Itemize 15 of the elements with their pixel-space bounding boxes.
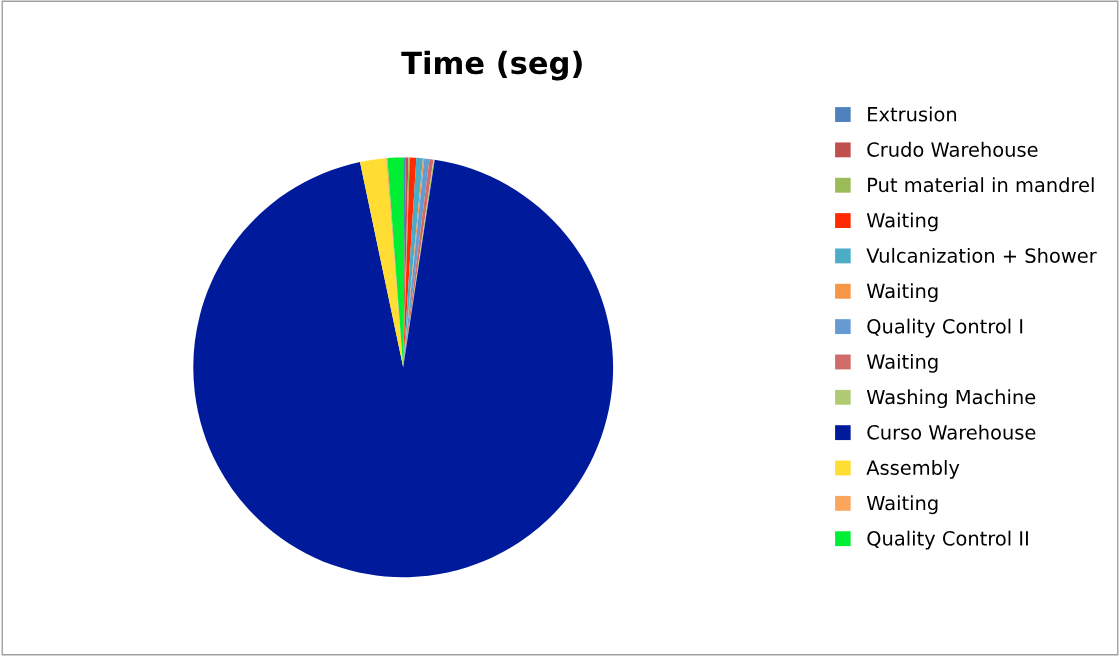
legend-label: Waiting [866, 353, 938, 373]
legend-label: Assembly [866, 459, 960, 479]
legend-label: Extrusion [868, 106, 957, 122]
legend-label: Put material in mandrel [868, 177, 1094, 193]
legend-label: Vulcanization + Shower [866, 247, 1097, 263]
legend-label: Quality Control I [867, 318, 1023, 338]
chart-title: Time (seg) [401, 50, 582, 81]
legend-label: Crudo Warehouse [867, 141, 1038, 157]
legend-label: Curso Warehouse [867, 424, 1036, 440]
pie-slice [193, 159, 614, 578]
legend-label: Waiting [866, 495, 938, 515]
legend-label: Waiting [866, 283, 938, 303]
legend-label: Quality Control II [867, 530, 1028, 550]
legend-label: Washing Machine [866, 389, 1036, 409]
legend-label: Waiting [866, 212, 938, 232]
